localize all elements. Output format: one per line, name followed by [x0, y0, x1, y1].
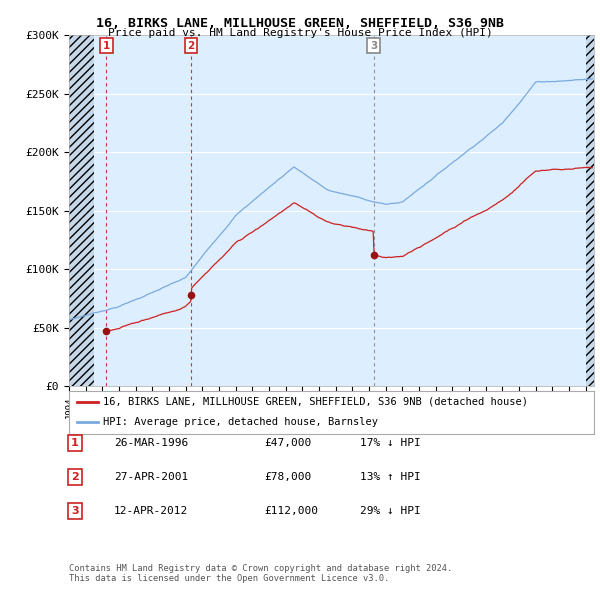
Text: 2: 2: [71, 472, 79, 482]
Text: 3: 3: [370, 41, 377, 51]
Text: 12-APR-2012: 12-APR-2012: [114, 506, 188, 516]
Text: £78,000: £78,000: [264, 472, 311, 482]
Bar: [69, 35, 94, 386]
Text: 2: 2: [187, 41, 194, 51]
Text: 16, BIRKS LANE, MILLHOUSE GREEN, SHEFFIELD, S36 9NB (detached house): 16, BIRKS LANE, MILLHOUSE GREEN, SHEFFIE…: [103, 397, 528, 407]
Text: 17% ↓ HPI: 17% ↓ HPI: [360, 438, 421, 448]
Text: HPI: Average price, detached house, Barnsley: HPI: Average price, detached house, Barn…: [103, 417, 378, 427]
Text: Price paid vs. HM Land Registry's House Price Index (HPI): Price paid vs. HM Land Registry's House …: [107, 28, 493, 38]
Text: 3: 3: [71, 506, 79, 516]
Bar: [586, 35, 594, 386]
Text: 1: 1: [71, 438, 79, 448]
Text: 13% ↑ HPI: 13% ↑ HPI: [360, 472, 421, 482]
Text: £47,000: £47,000: [264, 438, 311, 448]
Text: £112,000: £112,000: [264, 506, 318, 516]
Text: 29% ↓ HPI: 29% ↓ HPI: [360, 506, 421, 516]
Text: 26-MAR-1996: 26-MAR-1996: [114, 438, 188, 448]
Text: 1: 1: [103, 41, 110, 51]
Text: 27-APR-2001: 27-APR-2001: [114, 472, 188, 482]
Text: 16, BIRKS LANE, MILLHOUSE GREEN, SHEFFIELD, S36 9NB: 16, BIRKS LANE, MILLHOUSE GREEN, SHEFFIE…: [96, 17, 504, 30]
Text: Contains HM Land Registry data © Crown copyright and database right 2024.
This d: Contains HM Land Registry data © Crown c…: [69, 563, 452, 583]
